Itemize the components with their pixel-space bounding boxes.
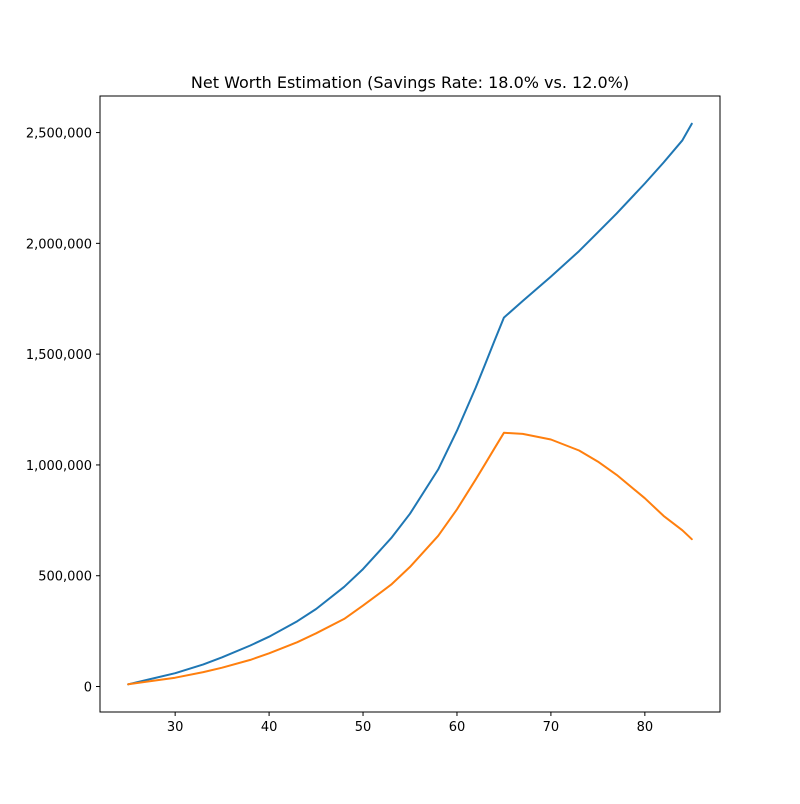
y-tick-label: 1,500,000 [26, 348, 92, 363]
x-tick-label: 30 [167, 720, 184, 735]
x-tick-label: 80 [637, 720, 654, 735]
axes-layer: 30 40 50 60 70 80 0 500,000 1,000,000 1,500,000 2,… [26, 127, 653, 735]
series-layer [127, 122, 693, 686]
y-tick-label: 500,000 [38, 570, 92, 585]
y-tick-label: 1,000,000 [26, 459, 92, 474]
plot-frame [99, 95, 721, 713]
x-tick-label: 60 [449, 720, 466, 735]
chart-title: Net Worth Estimation (Savings Rate: 18.0… [191, 73, 629, 92]
x-tick-label: 40 [261, 720, 278, 735]
y-tick-label: 2,500,000 [26, 127, 92, 142]
series-line-2 [127, 431, 693, 686]
x-tick-label: 50 [355, 720, 372, 735]
y-tick-label: 0 [84, 681, 92, 696]
series-line-1 [127, 122, 693, 686]
y-tick-label: 2,000,000 [26, 237, 92, 252]
x-tick-label: 70 [543, 720, 560, 735]
